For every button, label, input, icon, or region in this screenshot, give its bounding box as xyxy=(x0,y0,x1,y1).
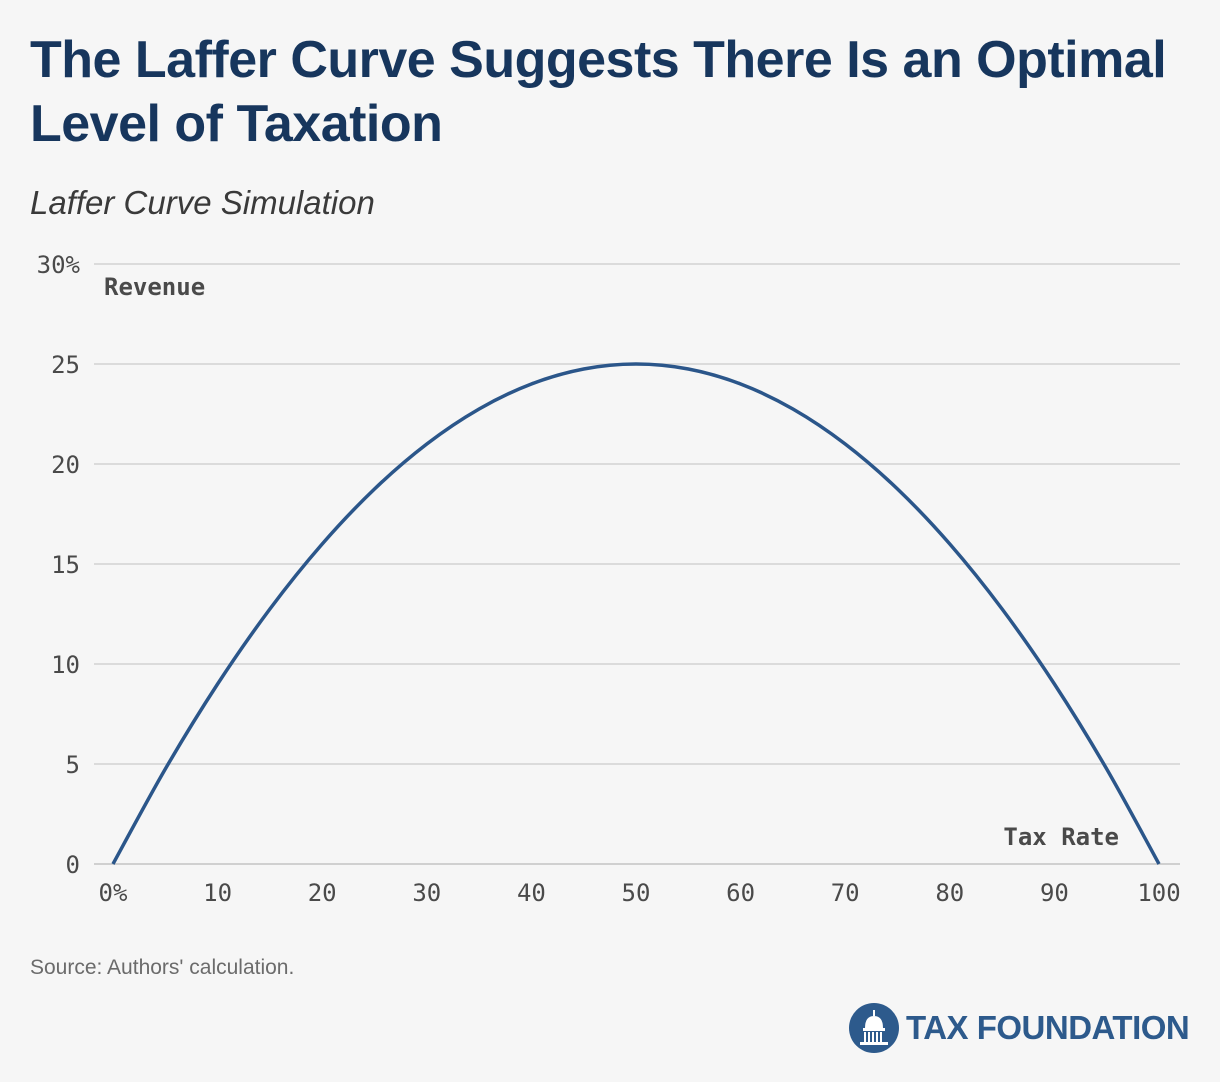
y-tick-label: 5 xyxy=(66,751,80,779)
laffer-chart: 0 5 10 15 20 25 30% 0% 10 20 30 40 50 60 70 80 90 100 Re… xyxy=(37,251,1181,907)
y-tick-label: 25 xyxy=(51,351,80,379)
x-tick-label: 10 xyxy=(203,879,232,907)
logo-text: TAX FOUNDATION xyxy=(906,1009,1190,1046)
tax-foundation-logo[interactable]: TAX FOUNDATION xyxy=(848,1000,1190,1056)
x-tick-label: 100 xyxy=(1137,879,1180,907)
y-tick-label: 30% xyxy=(37,251,81,279)
x-axis-label: Tax Rate xyxy=(1003,823,1119,851)
source-note: Source: Authors' calculation. xyxy=(30,956,295,979)
y-axis-label: Revenue xyxy=(104,273,205,301)
x-tick-label: 90 xyxy=(1040,879,1069,907)
x-tick-label: 40 xyxy=(517,879,546,907)
chart-subtitle: Laffer Curve Simulation xyxy=(30,184,375,221)
x-tick-label: 30 xyxy=(412,879,441,907)
x-tick-label: 70 xyxy=(831,879,860,907)
revenue-line xyxy=(111,362,1161,865)
x-tick-label: 80 xyxy=(935,879,964,907)
y-tick-label: 15 xyxy=(51,551,80,579)
y-tick-label: 20 xyxy=(51,451,80,479)
page-title: The Laffer Curve Suggests There Is an Op… xyxy=(30,31,1167,153)
y-tick-label: 0 xyxy=(66,851,80,879)
capitol-dome-icon xyxy=(849,1003,899,1053)
y-tick-labels: 0 5 10 15 20 25 30% xyxy=(37,251,81,879)
series-layer xyxy=(111,362,1161,865)
x-tick-label: 20 xyxy=(308,879,337,907)
x-tick-label: 60 xyxy=(726,879,755,907)
x-tick-label: 0% xyxy=(99,879,128,907)
y-tick-label: 10 xyxy=(51,651,80,679)
x-tick-labels: 0% 10 20 30 40 50 60 70 80 90 100 xyxy=(99,879,1181,907)
x-tick-label: 50 xyxy=(622,879,651,907)
grid-lines xyxy=(94,263,1180,865)
